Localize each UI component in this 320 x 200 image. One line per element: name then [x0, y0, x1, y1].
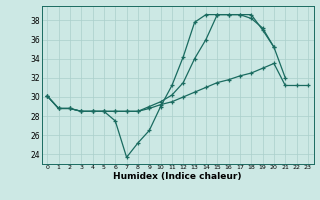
X-axis label: Humidex (Indice chaleur): Humidex (Indice chaleur): [113, 172, 242, 181]
